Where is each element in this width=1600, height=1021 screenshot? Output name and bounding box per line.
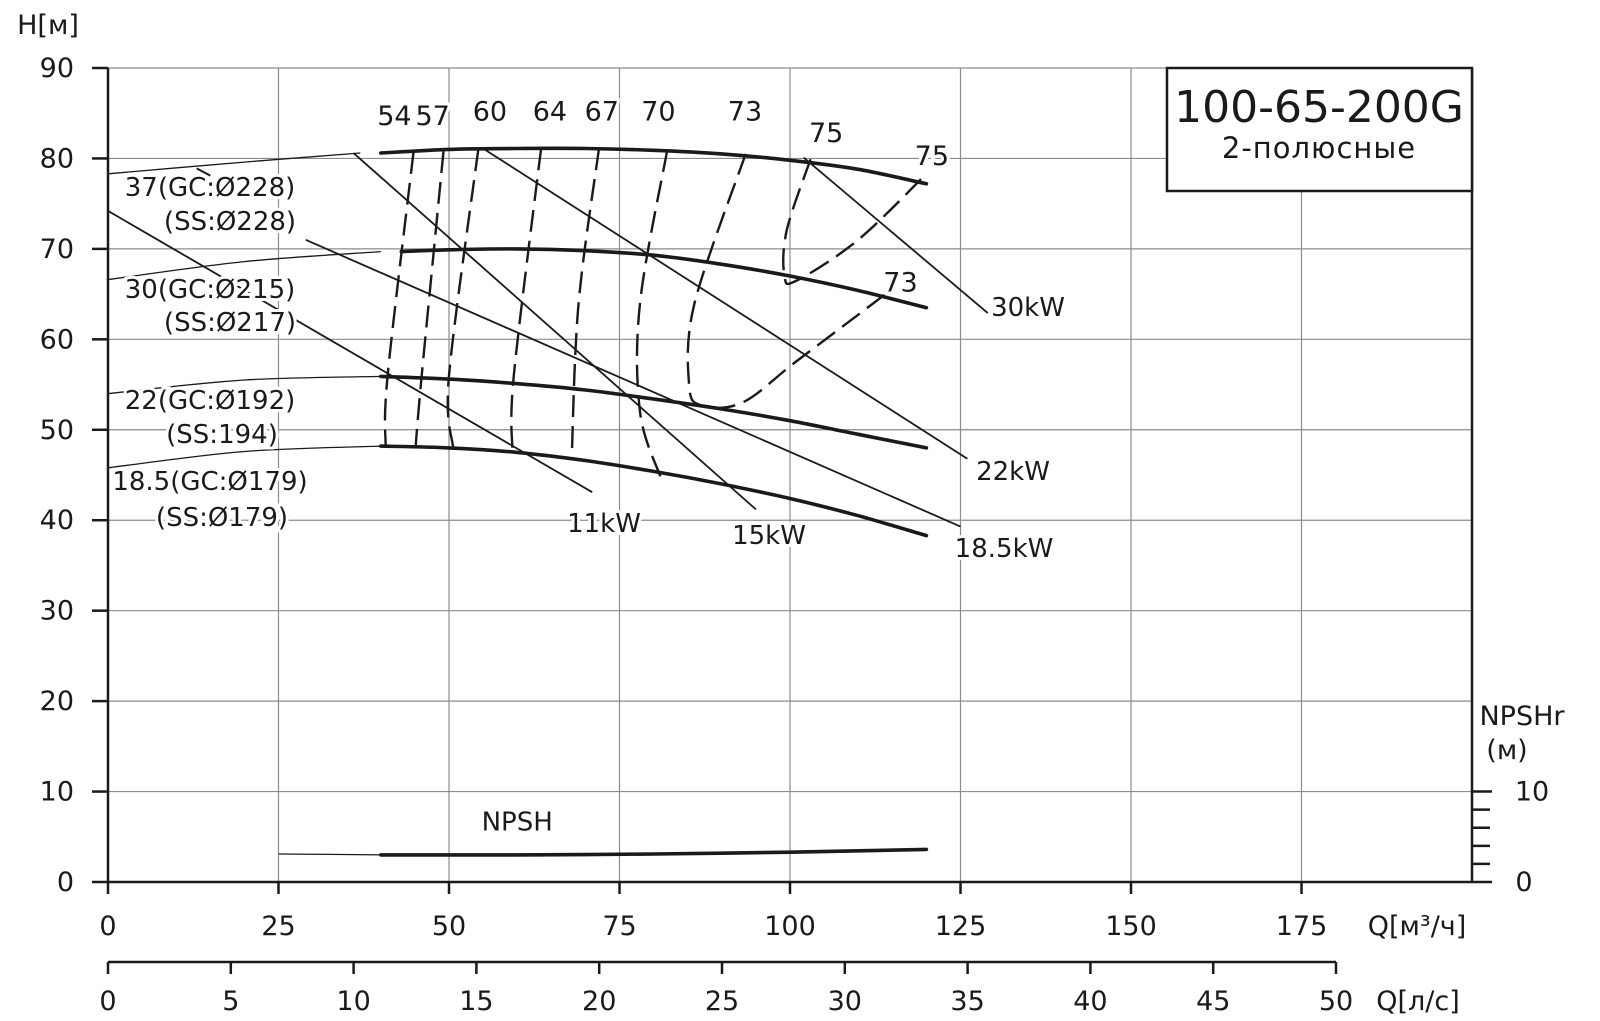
curve-extension [107, 250, 381, 281]
head-curve [379, 146, 929, 186]
npsh-label: NPSH [482, 807, 553, 837]
power-line [352, 152, 757, 511]
head-curve [399, 247, 929, 310]
x-tick-label: 50 [432, 911, 466, 942]
chart-subtitle: 2-полюсные [1222, 131, 1416, 165]
npsh-extension [278, 853, 381, 856]
curve-label: (SS:Ø228) [164, 207, 296, 237]
power-line-label: 18.5kW [955, 534, 1054, 564]
curve-label: 18.5(GC:Ø179) [112, 467, 307, 497]
x2-tick-label: 45 [1196, 986, 1230, 1017]
y-tick-label: 80 [40, 143, 74, 174]
grid [108, 67, 1473, 882]
x2-tick-label: 25 [705, 986, 739, 1017]
efficiency-line [414, 151, 445, 448]
efficiency-line [782, 158, 928, 286]
y-tick-label: 50 [40, 415, 74, 446]
y2-axis-unit: (м) [1486, 735, 1527, 766]
power-line-label: 30kW [991, 293, 1065, 323]
power-line [803, 156, 989, 314]
y2-tick-label: 10 [1515, 777, 1549, 808]
curve-label: 37(GC:Ø228) [125, 173, 296, 203]
curve-extension [107, 445, 381, 469]
curve-label: (SS:194) [166, 420, 278, 450]
y2-tick-label: 0 [1515, 867, 1532, 898]
x2-tick-label: 5 [222, 986, 239, 1017]
x-tick-label: 0 [99, 911, 116, 942]
y-tick-label: 90 [40, 53, 74, 84]
x2-tick-label: 10 [336, 986, 370, 1017]
power-line-label: 15kW [732, 521, 806, 551]
power-line [305, 239, 961, 528]
y-tick-label: 70 [40, 234, 74, 265]
x-tick-label: 75 [602, 911, 636, 942]
title-frame [1165, 66, 1474, 193]
power-line [482, 147, 968, 460]
y-tick-label: 0 [57, 867, 74, 898]
x-tick-label: 100 [764, 911, 816, 942]
x-tick-label: 125 [935, 911, 987, 942]
y-tick-label: 40 [40, 505, 74, 536]
efficiency-label: 60 [473, 96, 507, 127]
efficiency-label: 70 [641, 96, 675, 127]
x2-tick-label: 35 [950, 986, 984, 1017]
efficiency-line [570, 148, 601, 456]
efficiency-label: 75 [809, 118, 843, 149]
curve-label: 22(GC:Ø192) [125, 386, 296, 416]
curve-extension [107, 375, 381, 395]
head-curve [379, 374, 929, 450]
x2-tick-label: 20 [582, 986, 616, 1017]
efficiency-label: 73 [728, 96, 762, 127]
efficiency-label: 67 [585, 96, 619, 127]
y-tick-label: 20 [40, 686, 74, 717]
x2-axis-label: Q[л/с] [1376, 986, 1460, 1017]
x2-tick-label: 30 [828, 986, 862, 1017]
efficiency-label: 75 [915, 141, 949, 172]
x-tick-label: 150 [1105, 911, 1157, 942]
x2-tick-label: 0 [99, 986, 116, 1017]
y-axis-label: H[м] [17, 10, 79, 41]
curve-extension [107, 152, 361, 175]
head-curve [379, 444, 929, 538]
x-tick-label: 25 [261, 911, 295, 942]
y-tick-label: 60 [40, 324, 74, 355]
x-tick-label: 175 [1276, 911, 1328, 942]
x2-tick-label: 50 [1319, 986, 1353, 1017]
efficiency-label: 64 [533, 96, 567, 127]
efficiency-label: 57 [415, 101, 449, 132]
y-tick-label: 10 [40, 777, 74, 808]
curve-leader-tick [196, 167, 211, 177]
efficiency-line [510, 148, 543, 452]
efficiency-label: 54 [377, 101, 411, 132]
power-line-label: 11kW [567, 509, 641, 539]
y-tick-label: 30 [40, 596, 74, 627]
efficiency-label: 73 [883, 267, 917, 298]
efficiency-line [383, 151, 415, 447]
chart-title: 100-65-200G [1174, 82, 1464, 133]
efficiency-line [635, 150, 669, 478]
power-line-label: 22kW [976, 457, 1050, 487]
x2-tick-label: 40 [1073, 986, 1107, 1017]
x2-tick-label: 15 [459, 986, 493, 1017]
curve-label: 30(GC:Ø215) [125, 275, 296, 305]
efficiency-line [446, 149, 480, 449]
curves [107, 146, 989, 857]
curve-label: (SS:Ø179) [156, 503, 288, 533]
npsh-curve [379, 847, 929, 857]
title-box: 100-65-200G 2-полюсные [1165, 66, 1474, 193]
x-axis-label: Q[м³/ч] [1368, 911, 1467, 942]
labels: 37(GC:Ø228) (SS:Ø228) 30(GC:Ø215)(SS:Ø217)… [109, 93, 1068, 837]
y2-axis-label: NPSHr [1479, 701, 1565, 732]
curve-label: (SS:Ø217) [164, 308, 296, 338]
